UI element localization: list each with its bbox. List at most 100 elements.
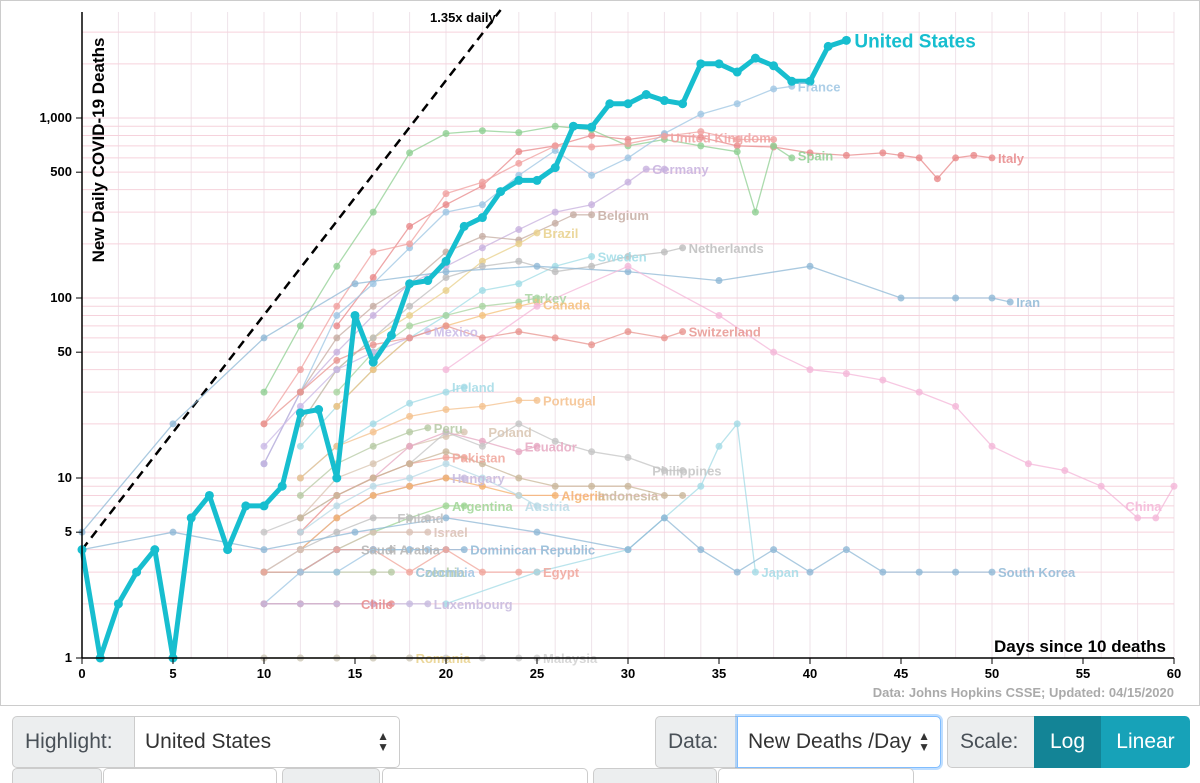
data-point: [478, 482, 486, 490]
x-axis-label: Days since 10 deaths: [994, 637, 1166, 656]
series-label: Philippines: [652, 464, 721, 479]
x-tick-label: 60: [1167, 666, 1181, 681]
data-point: [332, 473, 342, 483]
data-point: [478, 178, 486, 186]
x-tick-label: 25: [530, 666, 544, 681]
data-point: [424, 600, 432, 608]
data-point: [787, 76, 797, 86]
data-point: [715, 311, 723, 319]
data-point: [988, 294, 996, 302]
series-label: Ireland: [452, 380, 495, 395]
data-point: [423, 276, 433, 286]
data-point: [405, 279, 415, 289]
data-point: [260, 546, 268, 554]
data-point: [1097, 482, 1105, 490]
data-point: [551, 208, 559, 216]
series-label: Spain: [798, 148, 833, 163]
series-label: Netherlands: [689, 241, 764, 256]
data-point: [823, 41, 833, 51]
data-point: [478, 334, 486, 342]
y-tick-label: 50: [58, 344, 72, 359]
data-point: [551, 437, 559, 445]
data-point: [679, 467, 687, 475]
data-point: [369, 460, 377, 468]
series-label: Dominican Republic: [470, 543, 595, 558]
data-point: [770, 142, 778, 150]
data-point: [733, 135, 741, 143]
data-point: [588, 171, 596, 179]
data-point: [515, 302, 523, 310]
data-point: [551, 334, 559, 342]
data-point: [533, 502, 541, 510]
data-point: [369, 568, 377, 576]
series-label: Chile: [361, 597, 393, 612]
data-point: [406, 302, 414, 310]
data-point: [333, 356, 341, 364]
data-point: [660, 165, 668, 173]
control-stub: [282, 768, 380, 783]
data-point: [369, 491, 377, 499]
series-label: Hungary: [452, 471, 506, 486]
data-point: [442, 460, 450, 468]
data-point: [314, 405, 324, 415]
series-label: Sweden: [598, 250, 647, 265]
data-point: [897, 294, 905, 302]
data-point: [551, 491, 559, 499]
data-point: [641, 90, 651, 100]
data-point: [460, 383, 468, 391]
x-tick-label: 5: [169, 666, 176, 681]
series-label: Egypt: [543, 565, 580, 580]
data-point: [478, 460, 486, 468]
data-point: [478, 442, 486, 450]
data-point: [333, 600, 341, 608]
data-point: [369, 514, 377, 522]
data-point: [550, 163, 560, 173]
data-point: [478, 311, 486, 319]
data-point: [533, 396, 541, 404]
series-line: [445, 423, 757, 605]
scale-control: Scale: Log Linear: [947, 716, 1190, 768]
data-point: [770, 348, 778, 356]
data-point: [988, 442, 996, 450]
source-note: Data: Johns Hopkins CSSE; Updated: 04/15…: [873, 685, 1174, 700]
data-point: [533, 568, 541, 576]
data-point: [369, 482, 377, 490]
data-point: [915, 568, 923, 576]
series-label: Pakistan: [452, 450, 506, 465]
data-point: [588, 341, 596, 349]
data-point: [351, 528, 359, 536]
data-point: [496, 187, 506, 197]
scale-linear-button[interactable]: Linear: [1101, 716, 1190, 768]
data-point: [296, 528, 304, 536]
data-point: [296, 474, 304, 482]
x-tick-label: 45: [894, 666, 908, 681]
series-label: Indonesia: [598, 488, 659, 503]
data-point: [406, 149, 414, 157]
series-label: Turkey: [525, 291, 567, 306]
data-point: [333, 528, 341, 536]
data-point: [879, 568, 887, 576]
data-point: [588, 143, 596, 151]
data-point: [478, 127, 486, 135]
data-point: [204, 490, 214, 500]
data-point: [624, 482, 632, 490]
series-label: Poland: [488, 425, 531, 440]
data-point: [588, 482, 596, 490]
data-point: [515, 396, 523, 404]
data-point: [333, 334, 341, 342]
data-point: [697, 128, 705, 136]
data-point: [442, 453, 450, 461]
data-point: [515, 129, 523, 137]
data-point: [478, 302, 486, 310]
series-label: Mexico: [434, 325, 478, 340]
data-select[interactable]: New Deaths /Day ▲ ▼: [737, 716, 941, 768]
scale-log-button[interactable]: Log: [1034, 716, 1101, 768]
data-point: [533, 262, 541, 270]
data-point: [660, 132, 668, 140]
highlight-select[interactable]: United States ▲ ▼: [134, 716, 400, 768]
series-label: Ecuador: [525, 439, 577, 454]
data-point: [406, 546, 414, 554]
data-point: [915, 388, 923, 396]
data-point: [515, 420, 523, 428]
data-point: [588, 448, 596, 456]
